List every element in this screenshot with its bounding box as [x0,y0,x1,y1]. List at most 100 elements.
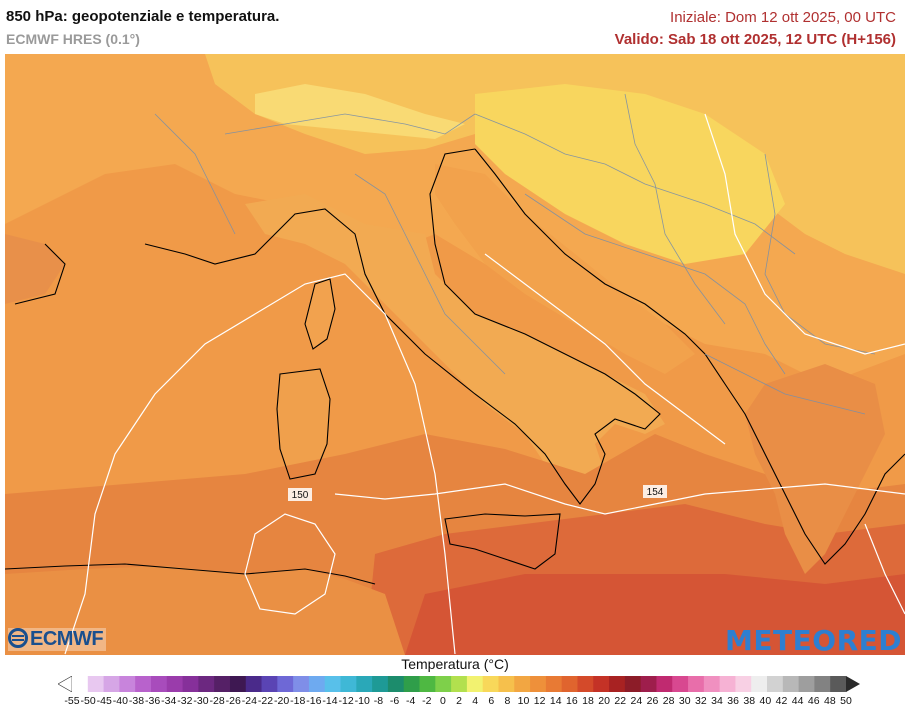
legend-label: 40 [759,695,772,707]
legend-label: 0 [439,695,446,707]
legend-label: -8 [373,695,384,707]
legend-label: 16 [566,695,578,707]
legend-label: 22 [614,695,627,707]
geopotential-isolines [64,113,905,655]
legend-swatch [198,676,215,692]
legend-swatch [514,676,531,692]
legend-swatch [214,676,231,692]
legend-swatch [530,676,547,692]
legend-label: -4 [405,695,416,707]
legend-label: 46 [807,695,820,707]
legend-swatch [672,676,689,692]
legend-swatch [261,676,278,692]
legend-swatch [135,676,152,692]
legend-title: Temperatura (°C) [401,656,509,672]
greece [745,364,885,574]
legend-swatch [419,676,436,692]
legend-swatch [656,676,673,692]
country-borders [154,93,876,415]
legend-swatch [577,676,594,692]
legend-swatch [640,676,657,692]
legend-label: -10 [354,695,370,707]
legend-swatch [103,676,120,692]
init-time: Iniziale: Dom 12 ott 2025, 00 UTC [670,9,896,26]
map-title: 850 hPa: geopotenziale e temperatura. [6,8,280,25]
isoline-label-box-150 [288,488,312,501]
legend-label: 44 [791,695,804,707]
legend-swatch [245,676,263,692]
legend-swatch [293,676,310,692]
legend-label: -6 [389,695,400,707]
legend-labels: -55 -50 -45 -40 -38 -36 -34 -32 -30 -28 -26 -24 -22-… [58,695,860,709]
legend-label: 18 [582,695,594,707]
legend-label: -12 [338,695,354,707]
legend-label: -18 [290,695,306,707]
legend-swatch [435,676,452,692]
legend-label: -26 [225,695,241,707]
legend-label: -32 [177,695,193,707]
legend-swatch [277,676,294,692]
legend-label: 10 [517,695,530,707]
legend-swatch [308,676,326,692]
land-balkans-yellow [475,84,785,264]
legend-swatch [87,676,105,692]
ecmwf-logo-icon [8,628,28,648]
legend-label: 30 [678,695,691,707]
legend-swatch [735,676,752,692]
legend-swatch [356,676,373,692]
legend-swatch [387,676,405,692]
temperature-legend-bar [58,676,860,692]
legend-label: 34 [711,695,723,707]
legend-label: -36 [145,695,161,707]
legend-swatch [814,676,831,692]
legend-label: -2 [422,695,432,707]
legend-label: -30 [193,695,209,707]
legend-label: 14 [549,695,562,707]
legend-label: -28 [209,695,225,707]
legend-label: 32 [695,695,707,707]
legend-swatch [719,676,736,692]
legend-max-arrow [846,676,860,692]
legend-swatch [751,676,768,692]
legend-label: -22 [257,695,274,707]
legend-label: -40 [112,695,128,707]
legend-label: -50 [80,695,96,707]
legend-swatch [593,676,610,692]
legend-label: 4 [472,695,479,707]
legend-label: 48 [824,695,836,707]
legend-label: 38 [743,695,756,707]
legend-label: 20 [598,695,610,707]
legend-swatch [403,676,421,692]
isoline-label-150: 150 [292,490,309,501]
legend-label: -45 [96,695,112,707]
legend-swatch [482,676,499,692]
ecmwf-logo-text: ECMWF [30,628,104,650]
legend-label: 8 [504,695,511,707]
legend-swatch [119,676,136,692]
legend-swatch [782,676,800,692]
legend-label: 36 [727,695,739,707]
legend-label: 28 [662,695,675,707]
legend-swatch [72,676,89,692]
legend-label: -20 [274,695,290,707]
italy-peninsula [245,194,665,524]
weather-map[interactable]: 150 154 [5,54,905,655]
legend-swatch [561,676,578,692]
north-africa [5,566,405,655]
corsica [305,279,335,349]
spain-land [5,234,65,304]
sea-red-core [405,574,905,655]
legend-label: 26 [646,695,659,707]
legend-swatch [703,676,721,692]
legend-swatch [498,676,515,692]
legend-swatch [324,676,342,692]
sardinia [277,369,330,479]
ecmwf-logo: ECMWF [8,628,107,651]
isoline-label-154: 154 [647,487,664,498]
legend-swatch [830,676,847,692]
valid-time: Valido: Sab 18 ott 2025, 12 UTC (H+156) [614,31,896,48]
meteored-logo: METEORED [725,624,902,657]
model-name: ECMWF HRES (0.1°) [6,31,140,47]
legend-swatch [798,676,815,692]
legend-label: -38 [128,695,145,707]
